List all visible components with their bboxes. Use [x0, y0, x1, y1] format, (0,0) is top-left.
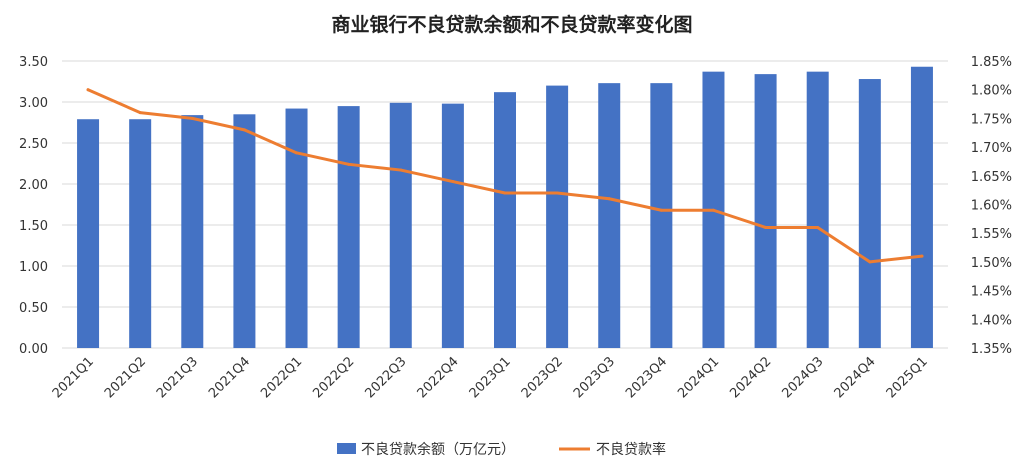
right-tick-label: 1.45%	[971, 285, 1012, 300]
legend-swatch-bar	[337, 443, 356, 454]
line-point	[816, 225, 820, 229]
line-point	[138, 111, 142, 115]
line-point	[503, 191, 507, 195]
right-axis: 1.35% 1.40% 1.45% 1.50% 1.55% 1.60% 1.65% 1.70%…	[971, 55, 1012, 357]
line-point	[190, 116, 194, 120]
bar	[181, 115, 204, 349]
bar	[858, 79, 881, 348]
line-point	[920, 254, 924, 258]
bar	[233, 114, 256, 348]
left-tick-label: 0.50	[19, 301, 48, 316]
x-tick-label: 2022Q1	[258, 354, 305, 401]
bar	[754, 74, 777, 349]
x-tick-label: 2021Q3	[154, 354, 201, 401]
x-tick-label: 2022Q3	[363, 354, 410, 401]
bar	[337, 106, 360, 348]
line-point	[399, 168, 403, 172]
right-tick-label: 1.70%	[971, 141, 1012, 156]
line-point	[242, 128, 246, 132]
right-tick-label: 1.50%	[971, 256, 1012, 271]
left-axis: 0.00 0.50 1.00 1.50 2.00 2.50 3.00 3.50	[19, 55, 48, 357]
bar	[285, 108, 308, 348]
right-tick-label: 1.65%	[971, 170, 1012, 185]
chart-title: 商业银行不良贷款余额和不良贷款率变化图	[331, 13, 692, 36]
left-tick-label: 3.00	[19, 96, 48, 111]
line-point	[868, 260, 872, 264]
bar	[129, 119, 152, 348]
x-tick-label: 2023Q2	[519, 354, 566, 401]
x-tick-label: 2023Q4	[623, 354, 670, 401]
x-tick-label: 2024Q3	[779, 354, 826, 401]
bar	[806, 71, 829, 348]
x-tick-label: 2024Q1	[675, 354, 722, 401]
right-tick-label: 1.75%	[971, 112, 1012, 127]
line-point	[764, 225, 768, 229]
legend: 不良贷款余额（万亿元） 不良贷款率	[337, 441, 666, 458]
x-tick-label: 2024Q4	[832, 354, 879, 401]
bar	[598, 83, 621, 348]
line-point	[607, 197, 611, 201]
bar	[77, 119, 100, 348]
line-point	[295, 151, 299, 155]
bar	[546, 85, 569, 348]
bar	[494, 92, 516, 348]
line-point	[347, 162, 351, 166]
right-tick-label: 1.60%	[971, 199, 1012, 214]
x-tick-label: 2021Q1	[50, 354, 97, 401]
legend-label-line: 不良贷款率	[596, 441, 666, 458]
x-tick-label: 2022Q2	[310, 354, 357, 401]
x-tick-label: 2024Q2	[727, 354, 774, 401]
x-tick-label: 2021Q2	[102, 354, 149, 401]
x-tick-label: 2025Q1	[884, 354, 931, 401]
bar	[389, 102, 412, 348]
x-axis: 2021Q1 2021Q2 2021Q3 2021Q4 2022Q1 2022Q2 2022…	[50, 354, 931, 401]
right-tick-label: 1.35%	[971, 342, 1012, 357]
left-tick-label: 3.50	[19, 55, 48, 70]
right-tick-label: 1.40%	[971, 313, 1012, 328]
left-tick-label: 1.50	[19, 219, 48, 234]
right-tick-label: 1.80%	[971, 84, 1012, 99]
line-point	[86, 88, 90, 92]
left-tick-label: 2.00	[19, 178, 48, 193]
line-point	[555, 191, 559, 195]
left-tick-label: 0.00	[19, 342, 48, 357]
x-tick-label: 2023Q3	[571, 354, 618, 401]
bar-series	[77, 66, 933, 349]
left-tick-label: 1.00	[19, 260, 48, 275]
x-tick-label: 2022Q4	[415, 354, 462, 401]
line-series	[86, 88, 924, 264]
bar	[910, 66, 933, 349]
legend-label-bar: 不良贷款余额（万亿元）	[361, 441, 515, 458]
line-point	[711, 208, 715, 212]
line-point	[659, 208, 663, 212]
x-tick-label: 2023Q1	[467, 354, 514, 401]
x-tick-label: 2021Q4	[206, 354, 253, 401]
bar	[650, 83, 673, 348]
line-point	[451, 180, 455, 184]
bar	[441, 103, 464, 348]
right-tick-label: 1.85%	[971, 55, 1012, 70]
left-tick-label: 2.50	[19, 137, 48, 152]
right-tick-label: 1.55%	[971, 227, 1012, 242]
